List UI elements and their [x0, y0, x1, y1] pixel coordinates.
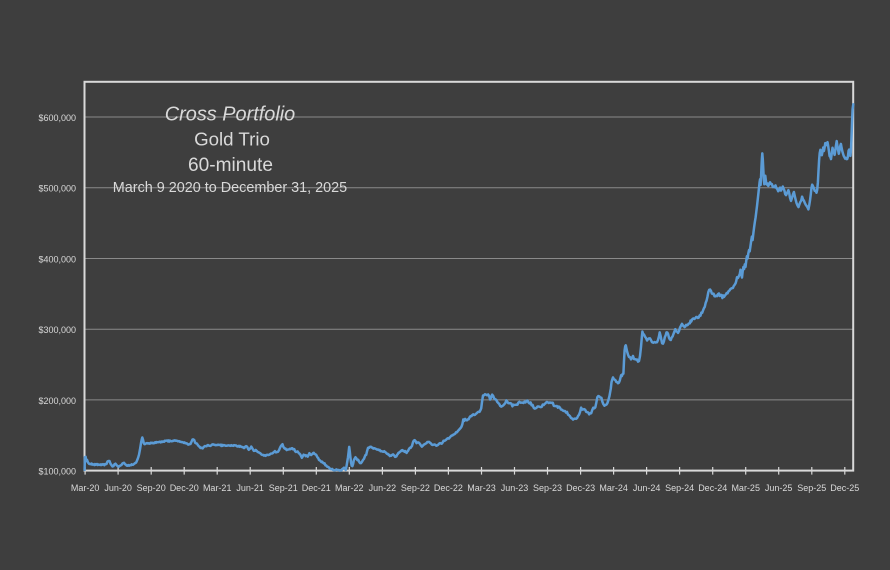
svg-text:Sep-24: Sep-24 — [665, 483, 694, 493]
svg-text:$200,000: $200,000 — [38, 396, 76, 406]
svg-text:Mar-23: Mar-23 — [467, 483, 496, 493]
svg-text:Jun-21: Jun-21 — [236, 483, 264, 493]
svg-text:Jun-24: Jun-24 — [633, 483, 661, 493]
svg-text:Dec-25: Dec-25 — [830, 483, 859, 493]
svg-text:Mar-20: Mar-20 — [71, 483, 100, 493]
svg-text:March 9 2020 to December 31, 2: March 9 2020 to December 31, 2025 — [113, 180, 347, 196]
svg-text:Dec-20: Dec-20 — [170, 483, 199, 493]
svg-text:$100,000: $100,000 — [38, 467, 76, 477]
svg-text:Sep-25: Sep-25 — [797, 483, 826, 493]
svg-text:60-minute: 60-minute — [188, 155, 273, 176]
svg-text:$500,000: $500,000 — [38, 184, 76, 194]
svg-text:Mar-21: Mar-21 — [203, 483, 232, 493]
svg-text:Sep-22: Sep-22 — [401, 483, 430, 493]
svg-text:Mar-22: Mar-22 — [335, 483, 364, 493]
svg-text:Jun-23: Jun-23 — [501, 483, 529, 493]
svg-text:Sep-20: Sep-20 — [137, 483, 166, 493]
svg-text:Jun-25: Jun-25 — [765, 483, 793, 493]
svg-text:$400,000: $400,000 — [38, 255, 76, 265]
svg-text:Sep-23: Sep-23 — [533, 483, 562, 493]
svg-text:Dec-23: Dec-23 — [566, 483, 595, 493]
svg-text:$600,000: $600,000 — [38, 113, 76, 123]
svg-text:Mar-25: Mar-25 — [731, 483, 760, 493]
svg-text:Cross Portfolio: Cross Portfolio — [165, 103, 295, 125]
svg-text:Gold Trio: Gold Trio — [194, 129, 270, 150]
svg-text:Jun-22: Jun-22 — [369, 483, 397, 493]
svg-text:Jun-20: Jun-20 — [104, 483, 132, 493]
svg-text:Mar-24: Mar-24 — [599, 483, 628, 493]
svg-text:Sep-21: Sep-21 — [269, 483, 298, 493]
svg-text:Dec-22: Dec-22 — [434, 483, 463, 493]
svg-text:Dec-21: Dec-21 — [302, 483, 331, 493]
svg-text:$300,000: $300,000 — [38, 325, 76, 335]
svg-text:Dec-24: Dec-24 — [698, 483, 727, 493]
